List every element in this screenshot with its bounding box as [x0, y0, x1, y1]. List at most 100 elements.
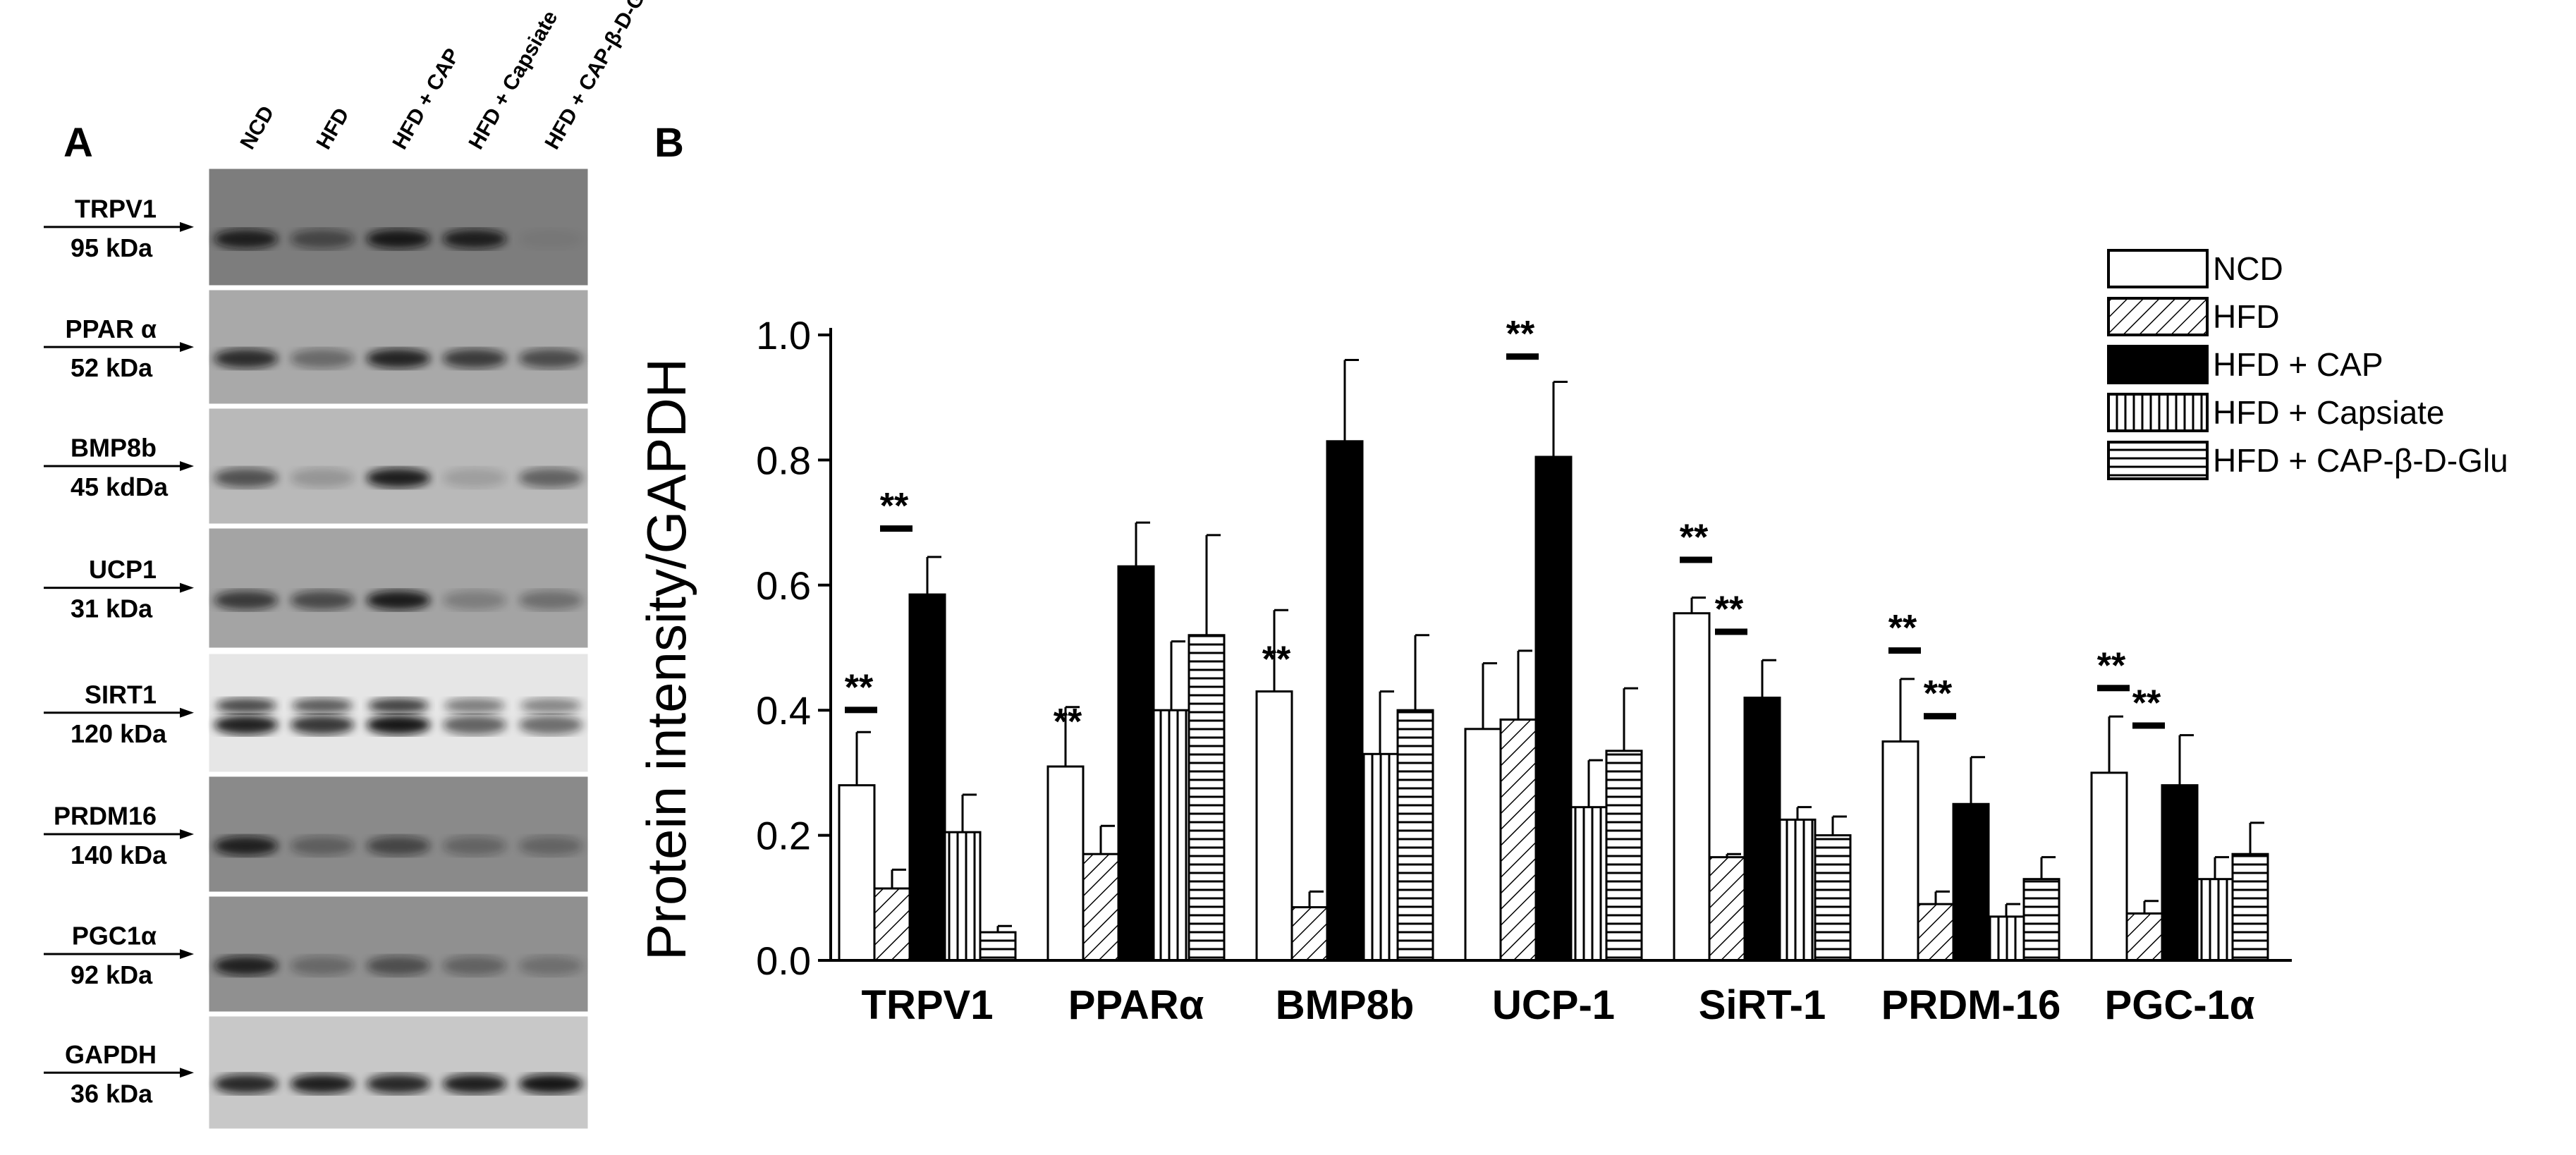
x-tick-label: PGC-1α: [2105, 982, 2255, 1028]
blot-background: [207, 1014, 590, 1131]
significance-markers: ************** ********: [845, 314, 2165, 742]
blot-band: [518, 955, 583, 976]
protein-name: UCP1: [89, 555, 157, 584]
blot-band: [290, 1074, 355, 1094]
bar: [1464, 728, 1502, 962]
blot-band: [214, 348, 279, 369]
legend-label: HFD + Capsiate: [2213, 394, 2445, 431]
blot-band: [214, 590, 279, 611]
significance-bar: [2132, 722, 2165, 729]
significance-bar: [1924, 713, 1956, 720]
blot-band: [214, 836, 279, 856]
blot-strips: TRPV1 95 kDa PPAR α 52 kDa BMP8b 45 kdDa UCP1 3…: [44, 166, 590, 1131]
blot-band: [290, 955, 355, 976]
blot-band: [366, 1074, 431, 1094]
bar: [838, 784, 876, 962]
legend-swatch: [2107, 345, 2209, 384]
blot-band: [518, 468, 583, 488]
x-tick-label: SiRT-1: [1699, 982, 1826, 1028]
protein-name: TRPV1: [75, 195, 157, 224]
blot-band: [290, 590, 355, 611]
bar: [1326, 440, 1364, 962]
x-tick-label: BMP8b: [1276, 982, 1415, 1028]
bar: [1290, 906, 1329, 962]
lane-label: NCD: [236, 102, 279, 154]
bar: [944, 831, 982, 962]
lane-label: HFD + CAP: [388, 44, 464, 153]
x-tick-label: UCP-1: [1492, 982, 1615, 1028]
molecular-weight: 95 kDa: [71, 233, 153, 262]
blot-6: PGC1α 92 kDa: [44, 894, 590, 1014]
blot-band: [442, 1074, 507, 1094]
y-tick-label: 0.4: [756, 688, 811, 733]
blot-band: [366, 836, 431, 856]
y-tick-label: 1.0: [756, 313, 811, 358]
blot-band: [442, 715, 507, 735]
legend-swatch: [2107, 297, 2209, 336]
blot-band: [291, 697, 353, 714]
blot-band: [442, 228, 507, 249]
legend-swatch: [2107, 441, 2209, 480]
blot-band: [366, 590, 431, 611]
bar: [1534, 456, 1573, 962]
marker-arrow-head: [180, 949, 194, 960]
significance-label: **: [1924, 673, 1953, 714]
blot-band: [290, 468, 355, 488]
bars: [838, 358, 2269, 962]
molecular-weight: 52 kDa: [71, 353, 153, 382]
bar: [2196, 878, 2234, 962]
y-tick-label: 0.6: [756, 563, 811, 608]
molecular-weight: 140 kDa: [71, 841, 167, 869]
blot-band: [442, 348, 507, 369]
significance-bar: [880, 525, 912, 532]
blot-band: [290, 228, 355, 249]
blot-band: [366, 468, 431, 488]
y-axis-label: Protein intensity/GAPDH: [635, 358, 697, 960]
protein-name: PPAR α: [66, 314, 157, 343]
bar: [979, 931, 1017, 962]
legend-swatch: [2107, 393, 2209, 432]
marker-arrow-head: [180, 829, 194, 840]
blot-0: TRPV1 95 kDa: [44, 166, 590, 288]
bar: [1117, 565, 1155, 962]
y-tick-label: 0.2: [756, 814, 811, 858]
blot-band: [518, 1074, 583, 1094]
blot-band: [442, 468, 507, 488]
blot-band: [214, 955, 279, 976]
significance-label: **: [1262, 639, 1291, 680]
legend-label: HFD: [2213, 298, 2280, 335]
blot-band: [518, 836, 583, 856]
blot-1: PPAR α 52 kDa: [44, 288, 590, 406]
blot-band: [366, 348, 431, 369]
molecular-weight: 31 kDa: [71, 594, 153, 623]
protein-name: GAPDH: [65, 1040, 157, 1069]
significance-bar: [1715, 628, 1747, 635]
bar: [1708, 856, 1746, 962]
significance-bar: [1506, 353, 1539, 360]
legend-swatch: [2107, 249, 2209, 288]
blot-band: [214, 228, 279, 249]
significance-bar: [2097, 685, 2130, 692]
blot-band: [518, 228, 583, 249]
bar: [1570, 806, 1608, 962]
blot-band: [520, 697, 582, 714]
legend: NCD HFD HFD + CAP HFD + Capsiate HFD + CAP-β…: [2107, 249, 2508, 480]
marker-arrow-head: [180, 342, 194, 353]
bar: [1152, 709, 1190, 962]
panel-a-letter: A: [63, 120, 93, 166]
molecular-weight: 45 kdDa: [71, 472, 169, 501]
y-tick-label: 0.0: [756, 939, 811, 983]
blot-band: [214, 715, 279, 735]
bar: [1499, 719, 1537, 962]
marker-arrow-head: [180, 221, 194, 232]
molecular-weight: 92 kDa: [71, 960, 153, 989]
legend-label: HFD + CAP: [2213, 346, 2383, 383]
significance-label: **: [1715, 589, 1744, 630]
bar: [2022, 878, 2061, 962]
panel-b-letter: B: [654, 120, 684, 166]
bar: [1743, 696, 1781, 962]
significance-label: **: [2132, 683, 2161, 724]
blot-band: [518, 348, 583, 369]
